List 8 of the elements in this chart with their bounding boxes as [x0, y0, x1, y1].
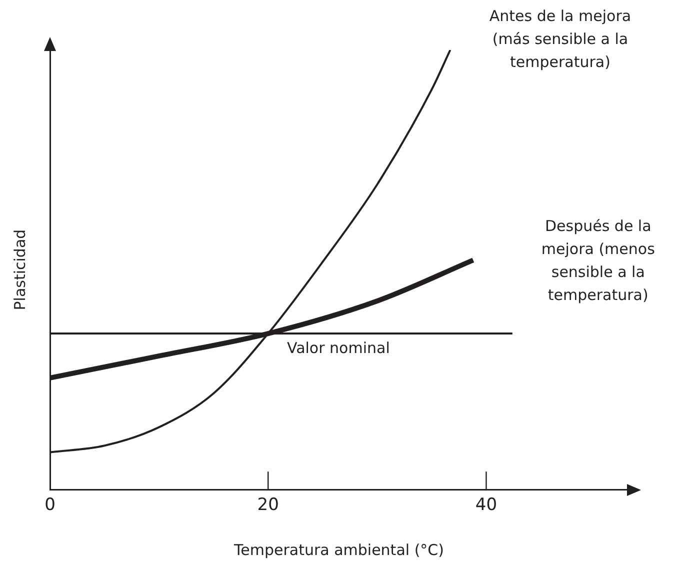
x-tick-label: 0 — [44, 495, 56, 516]
x-tick-label: 20 — [257, 495, 279, 516]
ref-line-label: Valor nominal — [286, 338, 390, 357]
text: Antes de la mejora (más sensible a la temperatura) — [489, 6, 632, 71]
text: Después de la mejora (menos sensible a la temperatura) — [541, 217, 656, 304]
x-tick-label: 40 — [475, 495, 498, 516]
x-axis-title: Temperatura ambiental (°C) — [233, 540, 444, 559]
y-axis-title: Plasticidad — [10, 229, 29, 310]
